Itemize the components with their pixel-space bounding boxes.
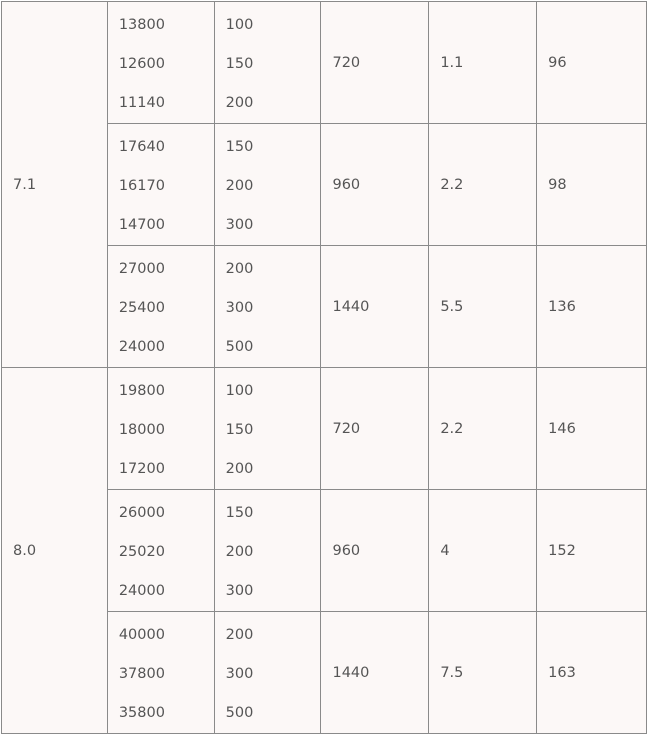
col3-cell-value: 200 bbox=[225, 178, 254, 194]
col2-cell: 26000 25020 24000 bbox=[106, 489, 215, 612]
table-row: 17640 16170 14700 150 200 300 960 2.2 98 bbox=[2, 123, 647, 246]
col3-cell-value: 500 bbox=[225, 339, 254, 355]
col4-cell: 720 bbox=[320, 367, 430, 490]
col3-cell-value: 150 bbox=[225, 139, 254, 155]
col6-cell: 152 bbox=[536, 489, 647, 612]
col2-cell-value: 12600 bbox=[118, 56, 165, 72]
table-row: 27000 25400 24000 200 300 500 1440 5.5 136 bbox=[2, 245, 647, 368]
col5-cell: 4 bbox=[428, 489, 538, 612]
col2-cell: 40000 37800 35800 bbox=[106, 611, 215, 734]
col5-cell: 2.2 bbox=[428, 123, 538, 246]
col6-cell: 146 bbox=[536, 367, 647, 490]
col5-cell: 7.5 bbox=[428, 611, 538, 734]
col3-cell-value: 150 bbox=[225, 422, 254, 438]
col2-cell: 17640 16170 14700 bbox=[106, 123, 215, 246]
col4-cell: 960 bbox=[320, 489, 430, 612]
col2-cell-value: 37800 bbox=[118, 666, 165, 682]
table-row: 40000 37800 35800 200 300 500 1440 7.5 163 bbox=[2, 611, 647, 734]
col3-cell-value: 100 bbox=[225, 383, 254, 399]
col2-cell-value: 24000 bbox=[118, 583, 165, 599]
col3-cell: 150 200 300 bbox=[213, 123, 322, 246]
col3-cell: 200 300 500 bbox=[213, 611, 322, 734]
col4-cell: 720 bbox=[320, 1, 430, 124]
col3-cell-value: 150 bbox=[225, 505, 254, 521]
col2-cell: 13800 12600 11140 bbox=[106, 1, 215, 124]
col2-cell-value: 11140 bbox=[118, 95, 165, 111]
col3-cell-value: 500 bbox=[225, 705, 254, 721]
col3-cell: 150 200 300 bbox=[213, 489, 322, 612]
col3-cell: 200 300 500 bbox=[213, 245, 322, 368]
col3-cell-value: 200 bbox=[225, 544, 254, 560]
col2-cell-value: 25020 bbox=[118, 544, 165, 560]
group-label-cell: 8.0 bbox=[1, 367, 108, 734]
col4-cell: 960 bbox=[320, 123, 430, 246]
col3-cell-value: 100 bbox=[225, 17, 254, 33]
col2-cell-value: 26000 bbox=[118, 505, 165, 521]
col2-cell-value: 25400 bbox=[118, 300, 165, 316]
col3-cell-value: 200 bbox=[225, 261, 254, 277]
col2-cell-value: 17640 bbox=[118, 139, 165, 155]
col2-cell-value: 16170 bbox=[118, 178, 165, 194]
col2-cell: 19800 18000 17200 bbox=[106, 367, 215, 490]
col2-cell-value: 24000 bbox=[118, 339, 165, 355]
col3-cell-value: 150 bbox=[225, 56, 254, 72]
col6-cell: 96 bbox=[536, 1, 647, 124]
col2-cell-value: 18000 bbox=[118, 422, 165, 438]
col3-cell: 100 150 200 bbox=[213, 1, 322, 124]
col2-cell-value: 27000 bbox=[118, 261, 165, 277]
col3-cell-value: 300 bbox=[225, 666, 254, 682]
col6-cell: 98 bbox=[536, 123, 647, 246]
col4-cell: 1440 bbox=[320, 245, 430, 368]
col5-cell: 1.1 bbox=[428, 1, 538, 124]
table-row: 8.0 19800 18000 17200 100 150 200 720 2.2 146 bbox=[1, 367, 647, 734]
col2-cell-value: 35800 bbox=[118, 705, 165, 721]
group-label-cell: 7.1 bbox=[1, 1, 108, 368]
col5-cell: 2.2 bbox=[428, 367, 538, 490]
col2-cell-value: 14700 bbox=[118, 217, 165, 233]
col3-cell-value: 300 bbox=[225, 217, 254, 233]
col2-cell-value: 13800 bbox=[118, 17, 165, 33]
table-row: 7.1 13800 12600 11140 100 150 200 720 1.1 96 bbox=[1, 1, 647, 368]
col2-cell-value: 17200 bbox=[118, 461, 165, 477]
col4-cell: 1440 bbox=[320, 611, 430, 734]
col3-cell-value: 200 bbox=[225, 95, 254, 111]
col2-cell-value: 40000 bbox=[118, 627, 165, 643]
col3-cell-value: 300 bbox=[225, 300, 254, 316]
table-row: 26000 25020 24000 150 200 300 960 4 152 bbox=[2, 489, 647, 612]
col3-cell-value: 300 bbox=[225, 583, 254, 599]
col3-cell-value: 200 bbox=[225, 461, 254, 477]
col3-cell: 100 150 200 bbox=[213, 367, 322, 490]
col5-cell: 5.5 bbox=[428, 245, 538, 368]
col2-cell-value: 19800 bbox=[118, 383, 165, 399]
col6-cell: 136 bbox=[536, 245, 647, 368]
col6-cell: 163 bbox=[536, 611, 647, 734]
col2-cell: 27000 25400 24000 bbox=[106, 245, 215, 368]
col3-cell-value: 200 bbox=[225, 627, 254, 643]
